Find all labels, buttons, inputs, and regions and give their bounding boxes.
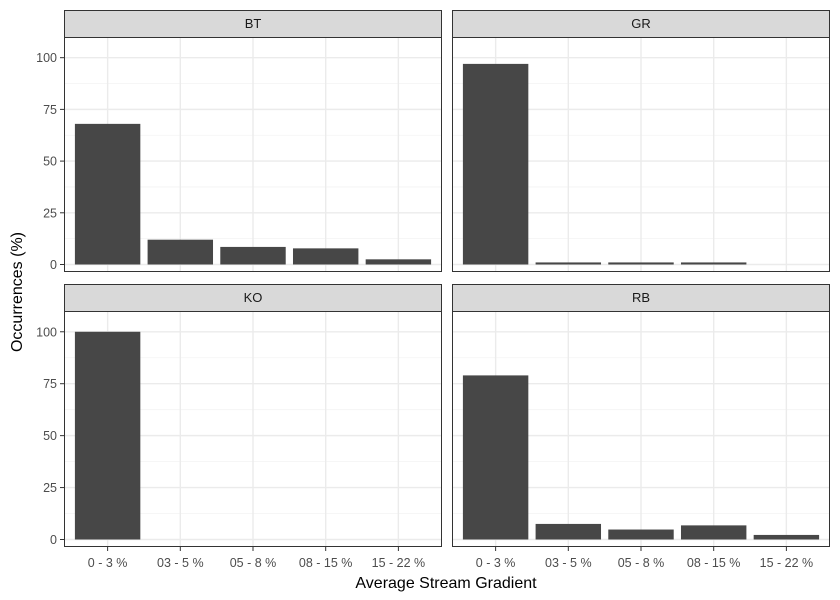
y-tick-label: 100 xyxy=(36,325,57,339)
facet-panels: BT GR KO RB xyxy=(64,10,830,547)
x-tick-label: 05 - 8 % xyxy=(230,556,277,570)
bar-rb-4 xyxy=(680,525,747,540)
x-tick-label: 05 - 8 % xyxy=(618,556,665,570)
bar-bt-3 xyxy=(220,246,286,265)
y-tick-label: 0 xyxy=(50,533,57,547)
bar-gr-2 xyxy=(535,262,602,265)
x-tick-label: 03 - 5 % xyxy=(545,556,592,570)
bar-rb-3 xyxy=(608,529,674,540)
bar-rb-2 xyxy=(535,523,602,540)
facet-panel-bt: BT xyxy=(64,10,442,272)
facet-panel-gr: GR xyxy=(452,10,830,272)
x-tick-label: 03 - 5 % xyxy=(157,556,204,570)
facet-strip-label: BT xyxy=(245,16,262,31)
x-tick-label: 0 - 3 % xyxy=(476,556,516,570)
facet-strip xyxy=(452,284,830,312)
bar-gr-4 xyxy=(680,262,747,265)
bar-bt-2 xyxy=(147,239,214,265)
bar-bt-1 xyxy=(74,123,141,265)
facet-panel-ko: KO xyxy=(64,284,442,547)
y-tick-label: 50 xyxy=(43,155,57,169)
bar-gr-3 xyxy=(608,262,674,265)
facet-strip-label: GR xyxy=(631,16,651,31)
x-tick-label: 08 - 15 % xyxy=(299,556,353,570)
facet-strip xyxy=(64,10,442,38)
y-axis-title: Occurrences (%) xyxy=(9,232,26,352)
y-tick-label: 0 xyxy=(50,258,57,272)
facet-strip-label: KO xyxy=(244,290,263,305)
y-tick-label: 75 xyxy=(43,377,57,391)
bar-rb-1 xyxy=(462,375,529,540)
bar-ko-1 xyxy=(74,331,141,540)
facet-panel-rb: RB xyxy=(452,284,830,547)
x-tick-label: 08 - 15 % xyxy=(687,556,741,570)
y-tick-label: 25 xyxy=(43,206,57,220)
bar-gr-1 xyxy=(462,63,529,265)
y-tick-label: 100 xyxy=(36,51,57,65)
y-axis-ticks: 0 25 50 75 100 0 25 50 75 100 xyxy=(36,51,64,547)
y-tick-label: 25 xyxy=(43,481,57,495)
y-tick-label: 75 xyxy=(43,103,57,117)
bar-bt-4 xyxy=(292,248,359,265)
x-axis-title: Average Stream Gradient xyxy=(355,575,537,592)
x-tick-label: 0 - 3 % xyxy=(88,556,128,570)
facet-strip-label: RB xyxy=(632,290,650,305)
bar-rb-5 xyxy=(753,534,820,540)
bar-bt-5 xyxy=(365,259,432,265)
facet-strip xyxy=(452,10,830,38)
x-tick-label: 15 - 22 % xyxy=(760,556,814,570)
x-axis-ticks: 0 - 3 % 03 - 5 % 05 - 8 % 08 - 15 % 15 - 22 … xyxy=(88,547,813,570)
y-tick-label: 50 xyxy=(43,429,57,443)
facet-strip xyxy=(64,284,442,312)
x-tick-label: 15 - 22 % xyxy=(372,556,426,570)
